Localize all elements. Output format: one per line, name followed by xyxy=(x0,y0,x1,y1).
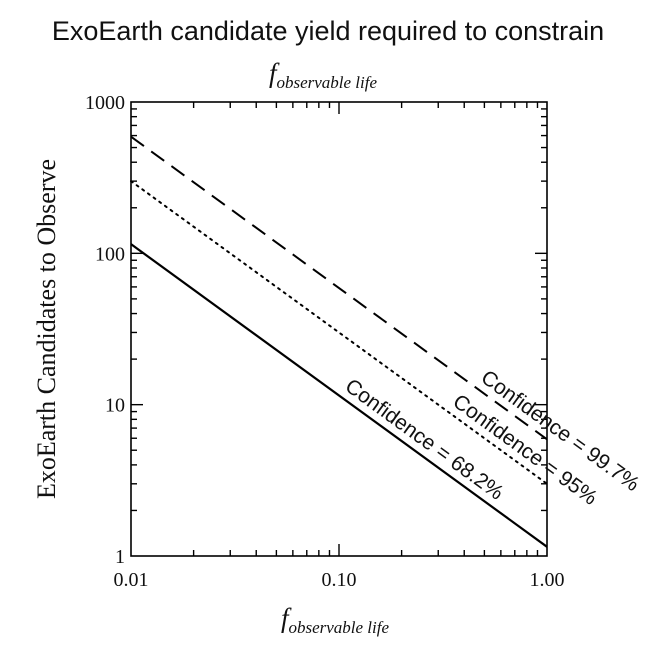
x-axis-label: fobservable life xyxy=(281,603,390,637)
tick-labels: 1 10 100 1000 0.01 0.10 1.00 xyxy=(85,92,565,591)
x-axis-label-base: f xyxy=(281,603,292,633)
series-line-solid xyxy=(130,243,548,548)
series-label: Confidence = 68.2% xyxy=(341,374,508,504)
x-axis-label-subscript: observable life xyxy=(288,618,389,637)
y-tick-label: 100 xyxy=(95,243,125,265)
x-tick-label: 0.01 xyxy=(114,569,149,591)
x-tick-label: 0.10 xyxy=(322,569,357,591)
y-tick-label: 10 xyxy=(105,395,125,417)
subtitle-subscript: observable life xyxy=(276,73,377,92)
series-line-dotted xyxy=(130,180,548,485)
subtitle-base: f xyxy=(269,58,280,88)
chart-title: ExoEarth candidate yield required to con… xyxy=(51,16,605,46)
y-tick-label: 1000 xyxy=(85,92,125,114)
series-line-dashed xyxy=(130,135,548,441)
y-axis-label: ExoEarth Candidates to Observe xyxy=(32,159,61,499)
y-tick-label: 1 xyxy=(115,546,125,568)
series-labels: Confidence = 68.2%Confidence = 95%Confid… xyxy=(341,366,644,510)
series-group xyxy=(130,135,548,548)
axis-ticks xyxy=(131,102,547,556)
x-tick-label: 1.00 xyxy=(530,569,565,591)
chart-subtitle: fobservable life xyxy=(269,58,378,92)
